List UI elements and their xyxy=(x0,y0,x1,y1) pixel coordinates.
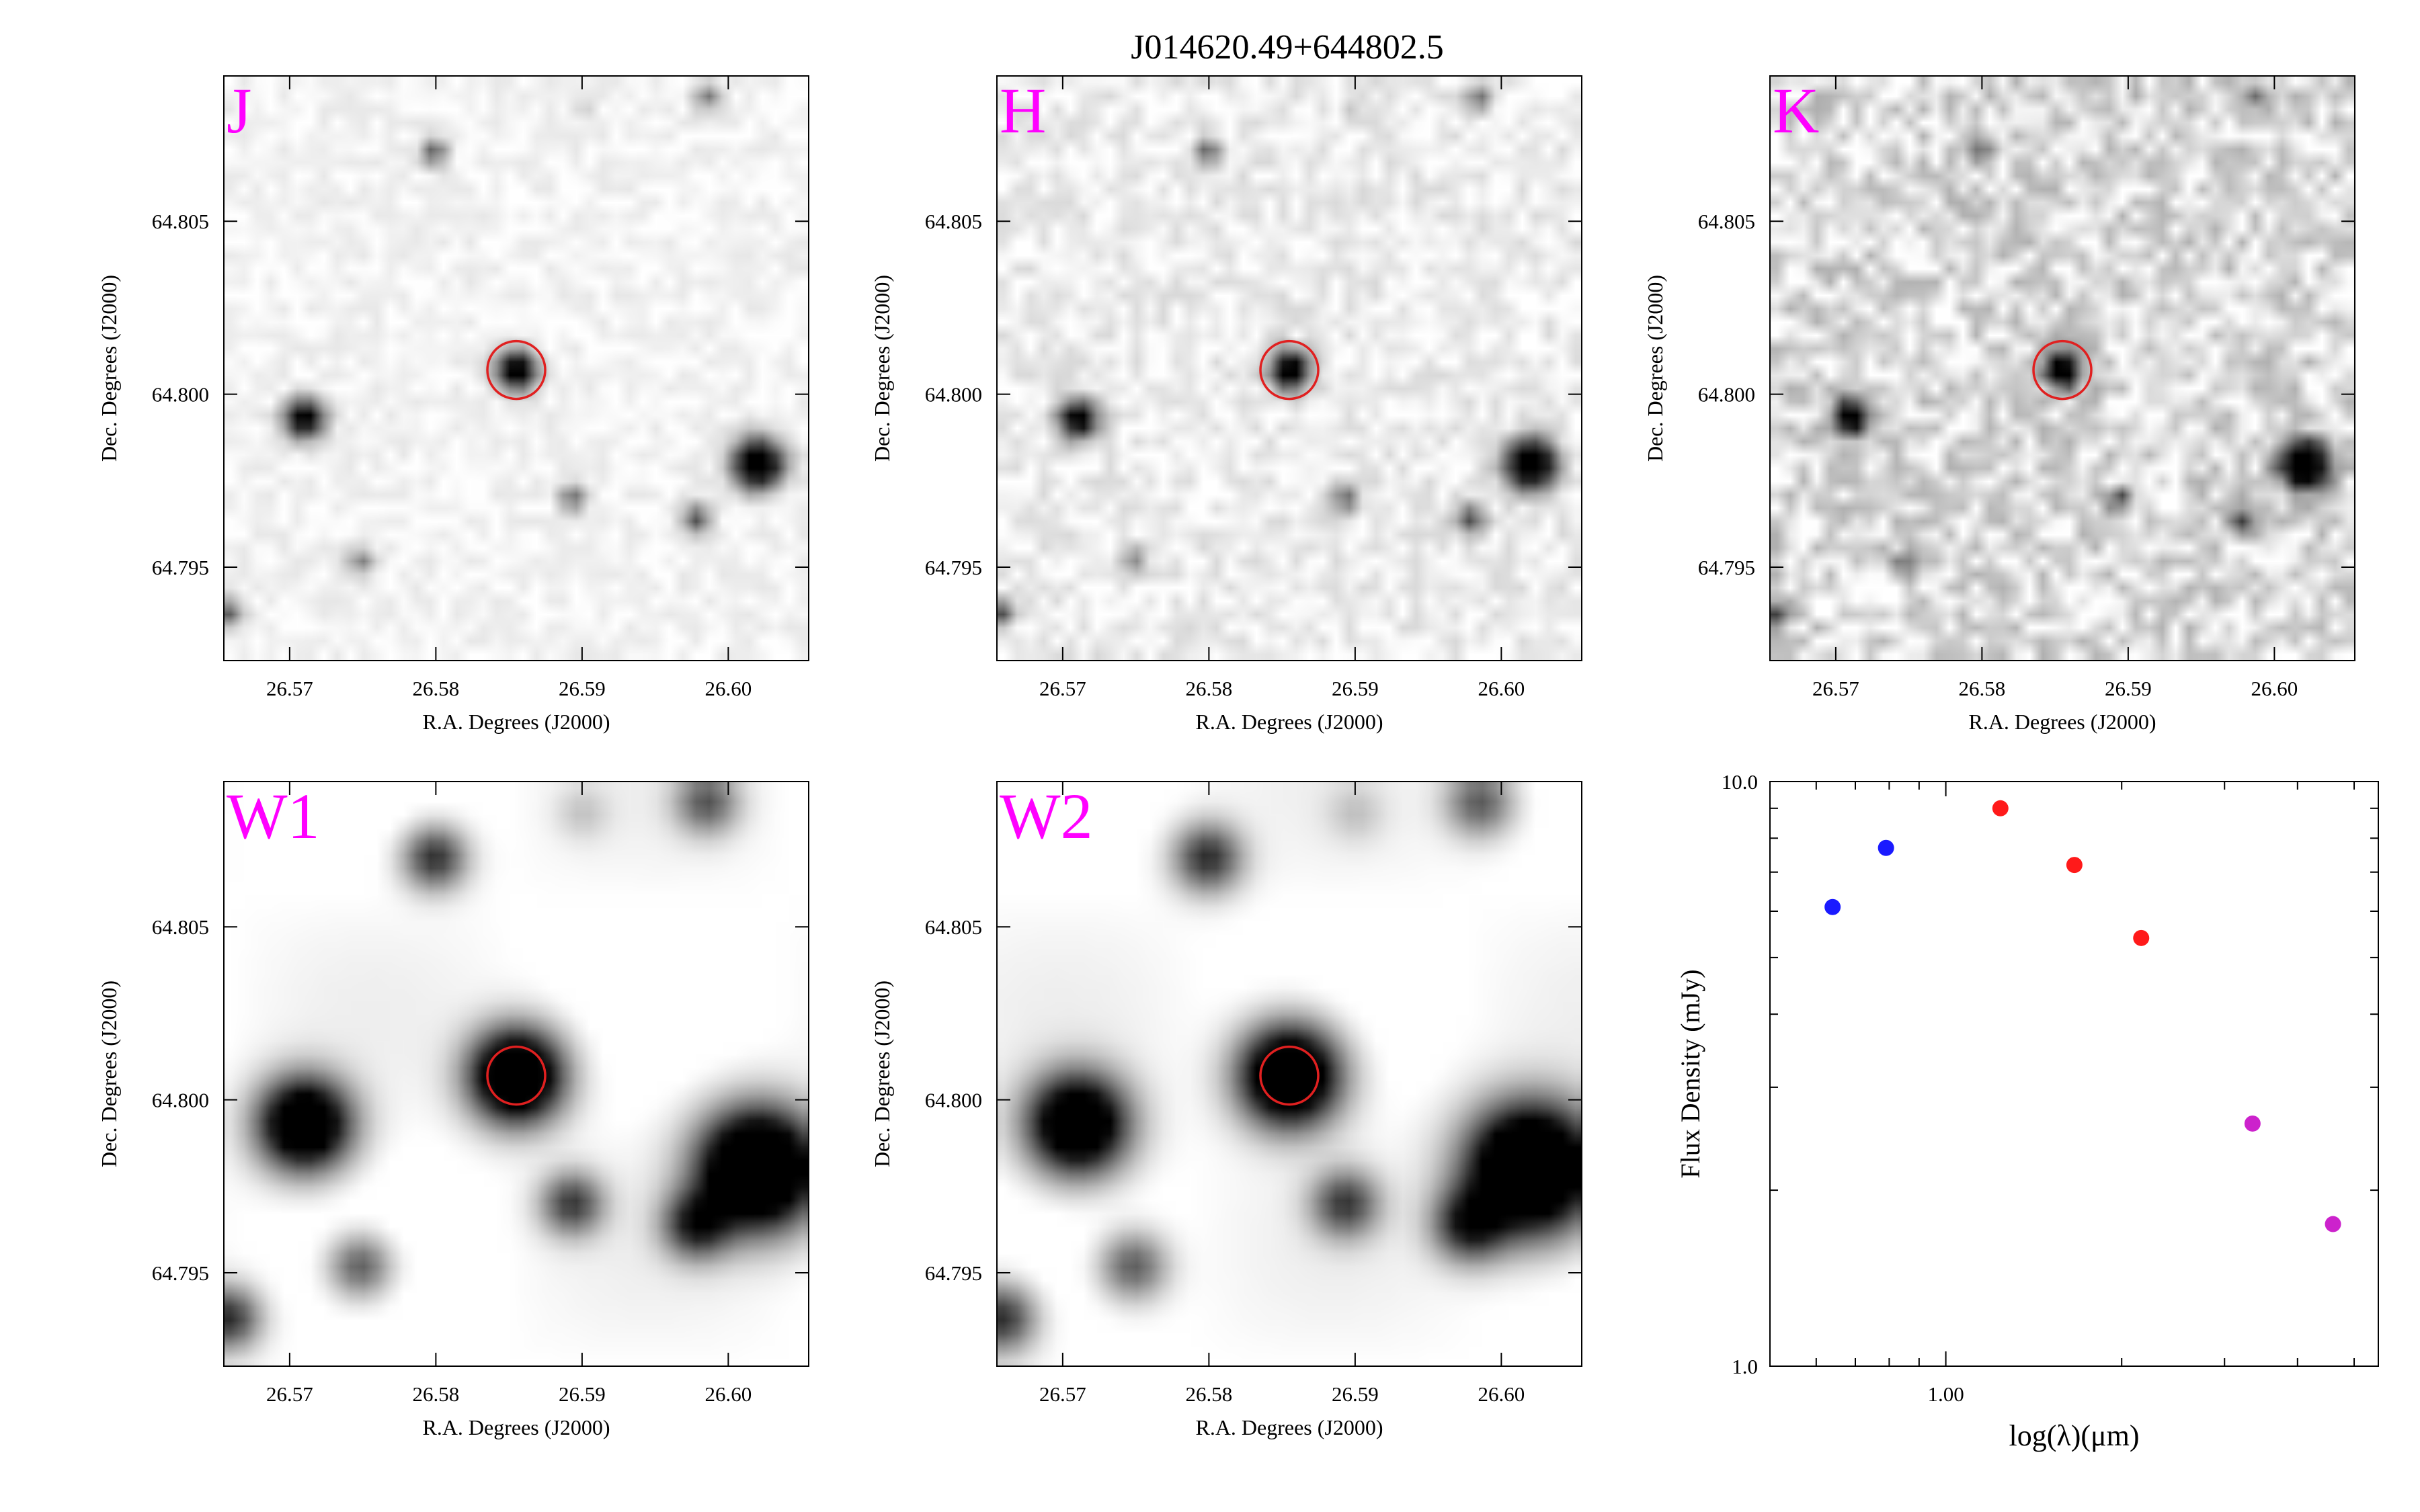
band-label: K xyxy=(1773,75,1819,146)
y-tick-label: 64.800 xyxy=(152,1089,209,1112)
data-point xyxy=(2066,857,2083,874)
x-tick-label: 26.58 xyxy=(1959,677,2006,700)
data-point xyxy=(1878,839,1894,856)
y-tick-label: 1.0 xyxy=(1732,1355,1758,1378)
image-panel-w1: W1 26.57 26.58 26.59 26.60 64.805 64.800 64.795… xyxy=(97,780,809,1439)
panel-frame xyxy=(223,75,809,661)
x-tick-label: 26.59 xyxy=(2105,677,2152,700)
y-tick-label: 64.795 xyxy=(925,1261,982,1285)
x-tick-label: 26.57 xyxy=(1039,1382,1086,1406)
y-tick-label: 64.800 xyxy=(1698,383,1755,407)
image-panel-w2: W2 26.57 26.58 26.59 26.60 64.805 64.800 64.795… xyxy=(870,780,1582,1439)
x-tick-label: 26.57 xyxy=(266,1382,313,1406)
image-panel-h: H 26.57 26.58 26.59 26.60 64.805 64.800 64.795 R… xyxy=(870,75,1582,734)
x-tick-label: 26.60 xyxy=(1478,677,1525,700)
sky-image xyxy=(224,76,809,661)
target-circle xyxy=(486,339,547,401)
sky-image xyxy=(224,782,809,1366)
x-axis-label: R.A. Degrees (J2000) xyxy=(422,710,610,734)
x-tick-label: 26.59 xyxy=(559,677,606,700)
x-tick-label: 1.00 xyxy=(1927,1382,1964,1406)
data-point xyxy=(2325,1216,2341,1232)
panel-frame xyxy=(996,781,1582,1367)
band-label: J xyxy=(227,75,251,146)
panel-frame xyxy=(223,781,809,1367)
x-tick-label: 26.60 xyxy=(705,677,752,700)
x-tick-label: 26.58 xyxy=(413,1382,460,1406)
data-point xyxy=(2244,1115,2261,1132)
sky-image xyxy=(997,76,1582,661)
band-label: W1 xyxy=(227,780,320,852)
y-tick-label: 64.795 xyxy=(152,1261,209,1285)
x-axis-label: R.A. Degrees (J2000) xyxy=(422,1415,610,1439)
x-axis-label: R.A. Degrees (J2000) xyxy=(1968,710,2156,734)
y-axis-label: Dec. Degrees (J2000) xyxy=(97,275,121,462)
y-tick-label: 64.800 xyxy=(925,1089,982,1112)
y-tick-label: 64.805 xyxy=(152,915,209,939)
x-tick-label: 26.59 xyxy=(1332,677,1379,700)
y-axis-label: Flux Density (mJy) xyxy=(1675,969,1705,1178)
x-tick-label: 26.58 xyxy=(413,677,460,700)
x-axis-label: R.A. Degrees (J2000) xyxy=(1195,1415,1383,1439)
band-label: W2 xyxy=(1000,780,1093,852)
data-point xyxy=(1992,800,2009,816)
x-tick-label: 26.60 xyxy=(1478,1382,1525,1406)
y-tick-label: 64.805 xyxy=(1698,210,1755,233)
y-axis-label: Dec. Degrees (J2000) xyxy=(1643,275,1667,462)
data-point xyxy=(2133,929,2150,946)
sed-plot: 10.0 1.0 1.00 log(λ)(μm) Flux Density (mJy) xyxy=(1675,770,2379,1452)
x-tick-label: 26.58 xyxy=(1186,1382,1233,1406)
sky-image xyxy=(997,782,1582,1366)
x-tick-label: 26.59 xyxy=(559,1382,606,1406)
y-tick-label: 64.805 xyxy=(152,210,209,233)
y-tick-label: 10.0 xyxy=(1722,770,1758,794)
y-tick-label: 64.805 xyxy=(925,210,982,233)
x-axis-label: R.A. Degrees (J2000) xyxy=(1195,710,1383,734)
y-tick-label: 64.795 xyxy=(1698,556,1755,579)
y-axis-label: Dec. Degrees (J2000) xyxy=(870,275,894,462)
sky-image xyxy=(1770,76,2355,661)
panel-frame xyxy=(996,75,1582,661)
y-tick-label: 64.800 xyxy=(925,383,982,407)
target-circle xyxy=(1259,339,1320,401)
image-panel-k: K 26.57 26.58 26.59 26.60 64.805 64.800 64.795 R… xyxy=(1643,75,2355,734)
y-tick-label: 64.795 xyxy=(152,556,209,579)
x-tick-label: 26.57 xyxy=(1812,677,1859,700)
y-tick-label: 64.805 xyxy=(925,915,982,939)
x-tick-label: 26.58 xyxy=(1186,677,1233,700)
y-tick-label: 64.800 xyxy=(152,383,209,407)
x-tick-label: 26.59 xyxy=(1332,1382,1379,1406)
target-circle xyxy=(1259,1045,1320,1106)
x-axis-label: log(λ)(μm) xyxy=(2009,1419,2140,1452)
x-tick-label: 26.57 xyxy=(1039,677,1086,700)
plot-frame xyxy=(1769,781,2379,1367)
x-tick-label: 26.57 xyxy=(266,677,313,700)
y-axis-label: Dec. Degrees (J2000) xyxy=(870,980,894,1167)
target-circle xyxy=(486,1045,547,1106)
data-point xyxy=(1824,898,1841,915)
target-circle xyxy=(2032,339,2093,401)
y-tick-label: 64.795 xyxy=(925,556,982,579)
y-axis-label: Dec. Degrees (J2000) xyxy=(97,980,121,1167)
x-tick-label: 26.60 xyxy=(705,1382,752,1406)
x-tick-label: 26.60 xyxy=(2251,677,2298,700)
panel-frame xyxy=(1769,75,2355,661)
figure-title: J014620.49+644802.5 xyxy=(1131,28,1444,67)
band-label: H xyxy=(1000,75,1046,146)
image-panel-j: J 26.57 26.58 26.59 26.60 64.805 64.800 64.795 R… xyxy=(97,75,809,734)
